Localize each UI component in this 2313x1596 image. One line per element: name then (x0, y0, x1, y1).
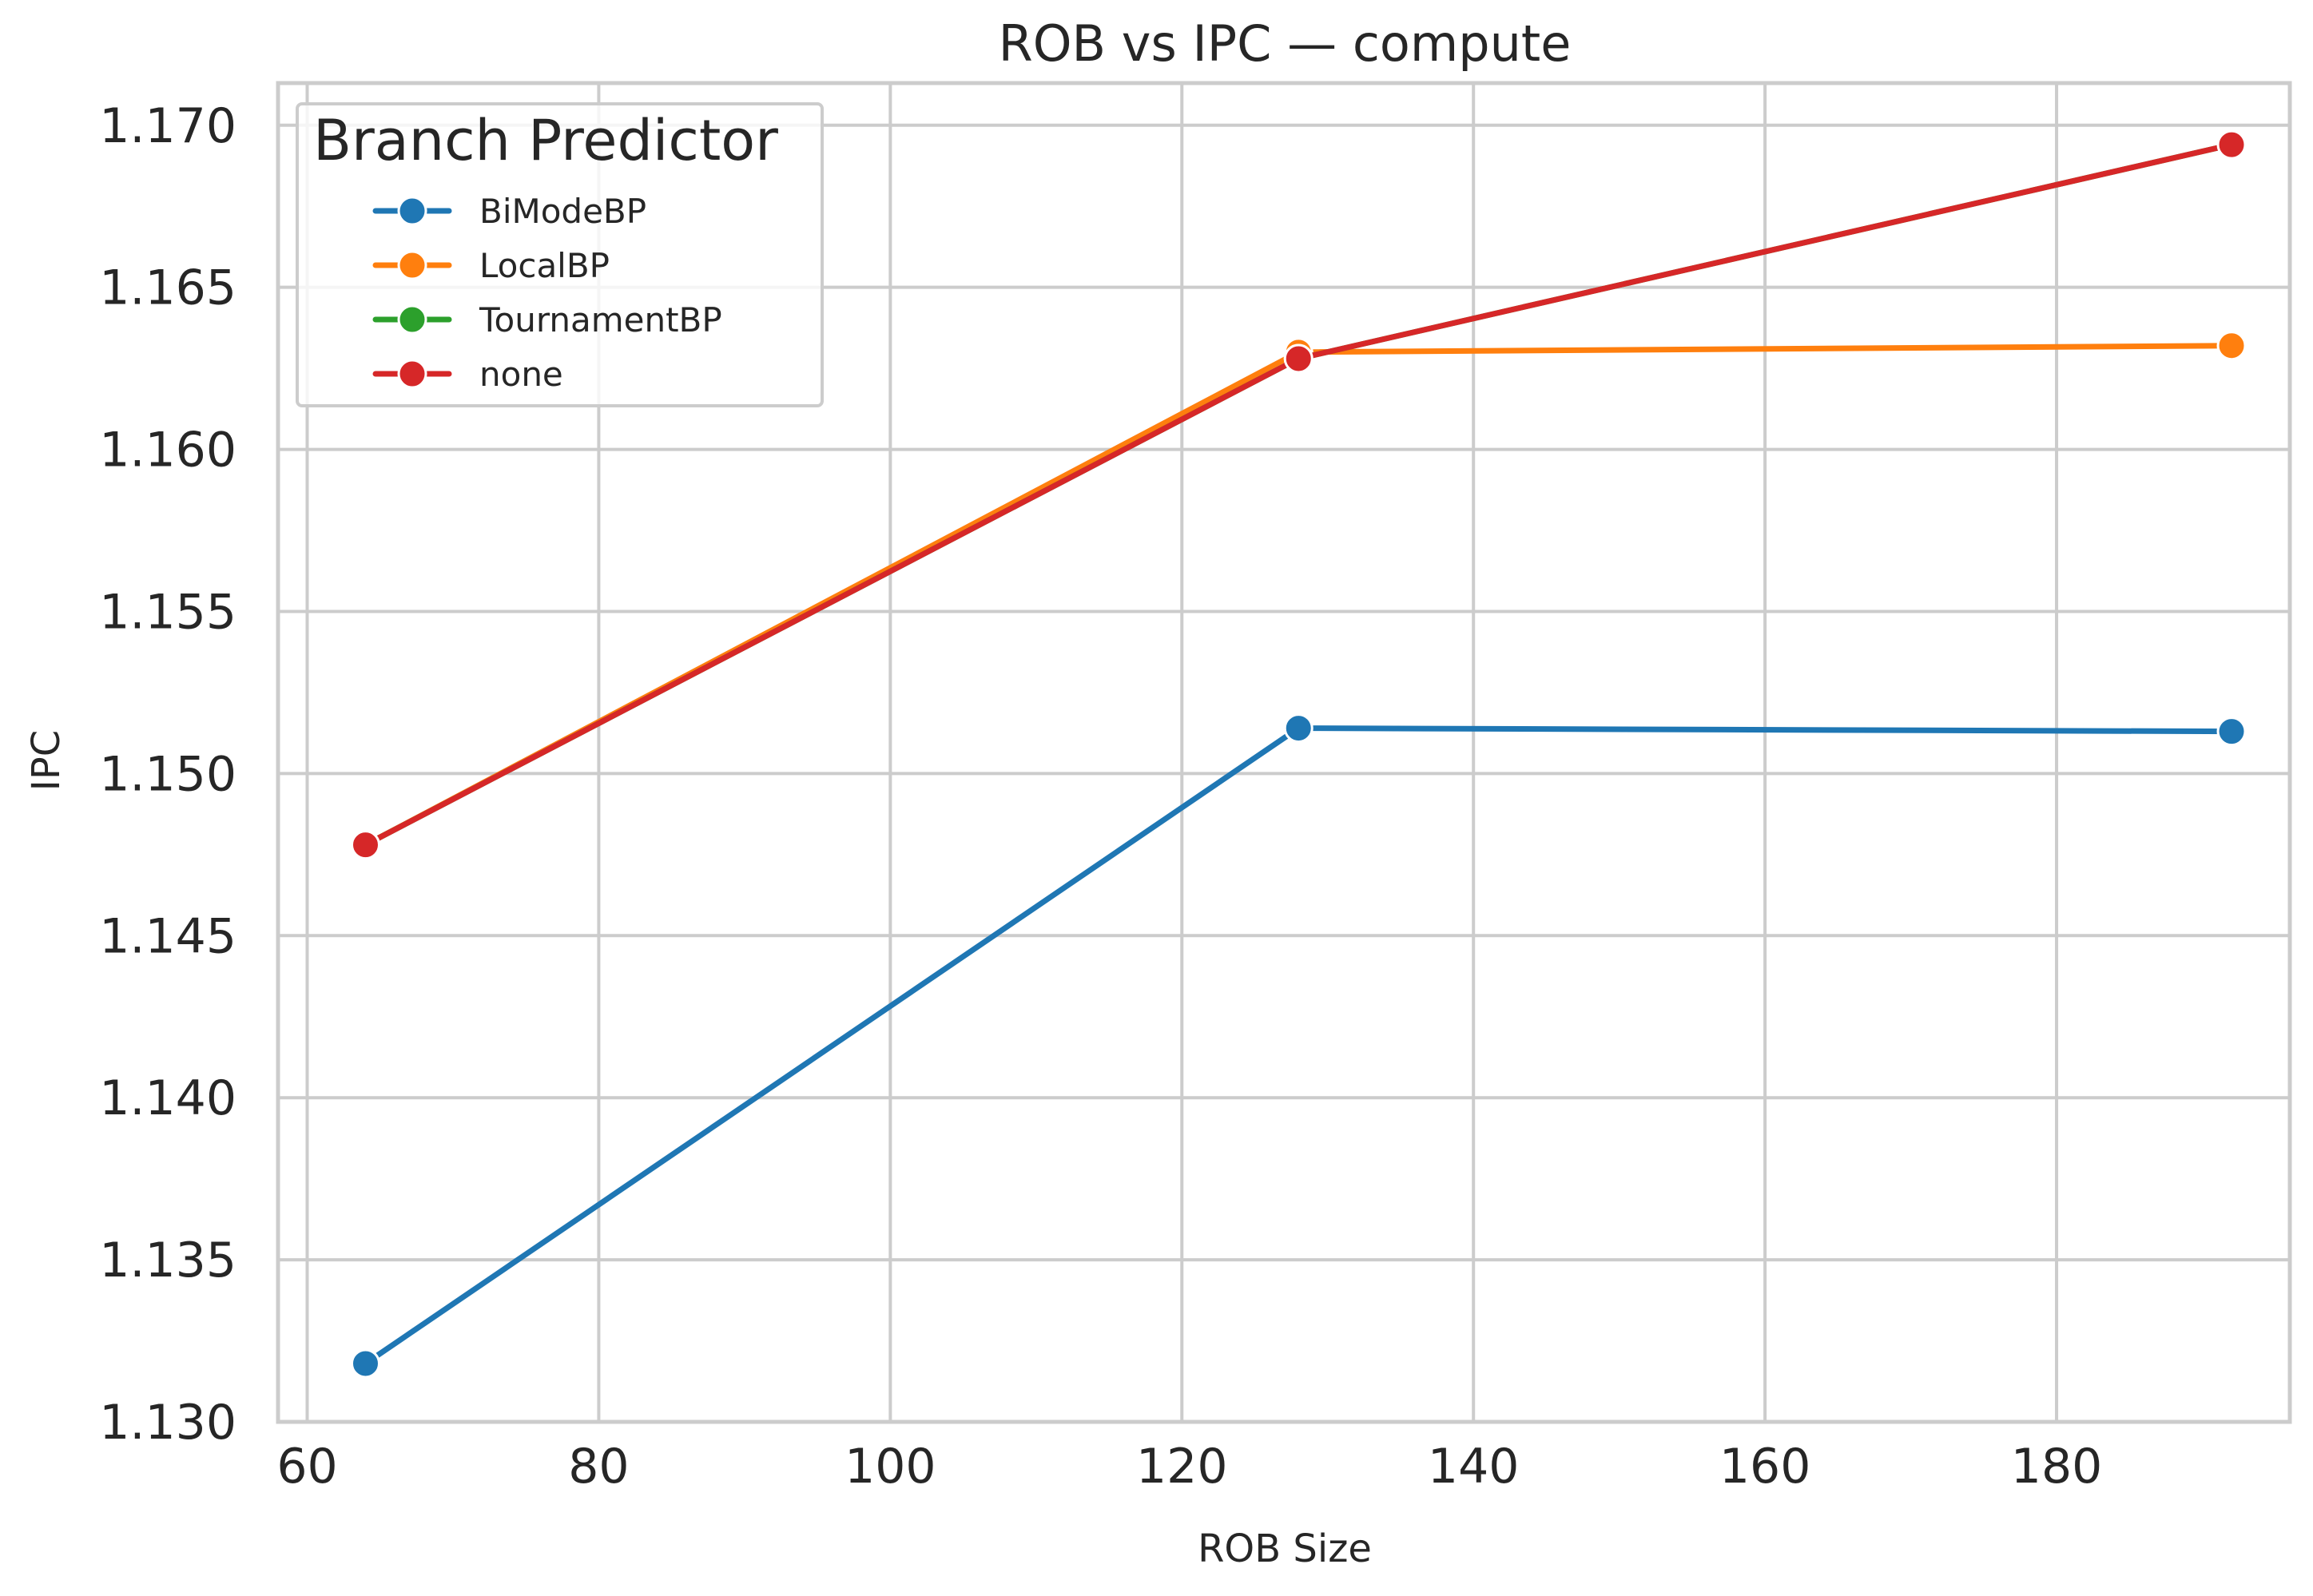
legend-entries: BiModeBP LocalBP TournamentBP none (372, 192, 722, 394)
y-tick-label: 1.130 (99, 1395, 236, 1451)
legend-box (296, 102, 824, 407)
x-tick-label: 120 (1136, 1439, 1228, 1495)
data-point-none (2216, 129, 2247, 160)
data-point-none (1283, 343, 1313, 374)
y-tick-label: 1.165 (99, 260, 236, 316)
y-tick-label: 1.140 (99, 1070, 236, 1126)
x-axis-label: ROB Size (1198, 1527, 1372, 1571)
x-tick-label: 100 (845, 1439, 936, 1495)
legend-label: BiModeBP (479, 192, 646, 231)
series-group (350, 129, 2247, 1379)
chart-title: ROB vs IPC — compute (999, 14, 1572, 73)
data-point-bimodebp (2216, 717, 2247, 747)
y-tick-label: 1.170 (99, 98, 236, 154)
legend-label: LocalBP (479, 246, 610, 285)
legend-item-none: none (372, 355, 563, 394)
x-tick-label: 160 (1719, 1439, 1811, 1495)
y-tick-label: 1.135 (99, 1233, 236, 1288)
legend-marker (397, 304, 427, 335)
x-tick-label: 180 (2011, 1439, 2103, 1495)
y-tick-label: 1.145 (99, 908, 236, 964)
legend-label: none (479, 355, 563, 394)
legend-item-tournamentbp: TournamentBP (372, 300, 722, 339)
legend-item-localbp: LocalBP (372, 246, 610, 285)
x-tick-label: 80 (568, 1439, 629, 1495)
data-point-none (350, 830, 380, 860)
data-point-bimodebp (350, 1348, 380, 1379)
x-tick-label: 140 (1428, 1439, 1520, 1495)
data-point-localbp (2216, 331, 2247, 361)
data-point-bimodebp (1283, 713, 1313, 744)
y-tick-label: 1.150 (99, 746, 236, 802)
series-bimodebp (350, 713, 2247, 1379)
axes-frame (276, 81, 2292, 1424)
legend-marker (397, 359, 427, 389)
legend-title: Branch Predictor (313, 108, 778, 173)
series-none (350, 129, 2247, 860)
y-tick-label: 1.160 (99, 423, 236, 478)
tick-labels: 60 80 100 120 140 160 180 1.130 1.135 1.140 1.145 1… (99, 98, 2102, 1495)
y-axis-label: IPC (24, 730, 69, 792)
x-tick-label: 60 (276, 1439, 337, 1495)
legend-item-bimodebp: BiModeBP (372, 192, 646, 231)
legend-marker (397, 196, 427, 226)
y-tick-label: 1.155 (99, 584, 236, 640)
legend: Branch Predictor BiModeBP LocalBP Tourname… (296, 102, 824, 407)
legend-label: TournamentBP (479, 300, 722, 339)
plot-frame (276, 81, 2292, 1424)
legend-marker (397, 250, 427, 280)
